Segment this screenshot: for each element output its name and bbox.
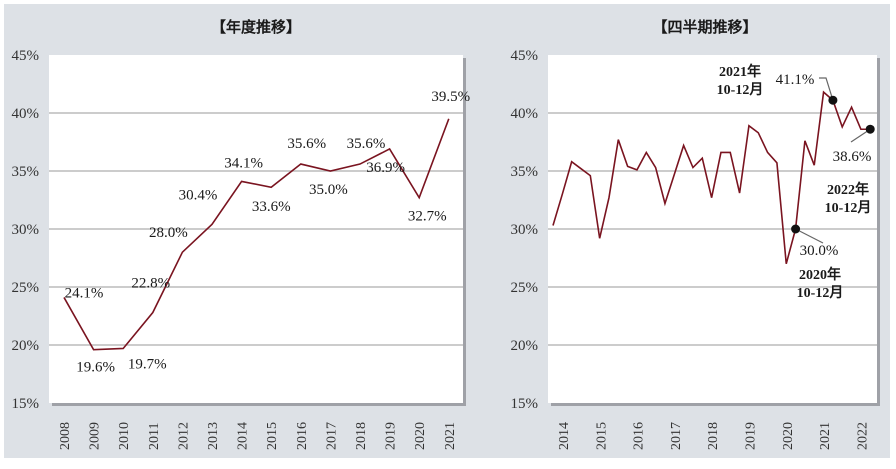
x-tick-label: 2008 <box>58 422 73 450</box>
x-tick-label: 2017 <box>324 422 339 450</box>
x-tick-label: 2021 <box>818 422 833 450</box>
data-label: 35.6% <box>347 136 386 152</box>
annotation-2022-year: 2022年 <box>827 181 869 198</box>
data-label: 36.9% <box>366 160 405 176</box>
y-tick-label: 30% <box>12 222 40 238</box>
y-tick-label: 40% <box>511 106 539 122</box>
highlight-dot <box>791 224 801 234</box>
x-tick-label: 2019 <box>384 422 399 450</box>
y-tick-label: 15% <box>511 396 539 412</box>
data-label: 30.4% <box>179 187 218 203</box>
x-tick-label: 2015 <box>265 422 280 450</box>
y-tick-label: 45% <box>511 48 539 64</box>
x-tick-label: 2009 <box>88 422 103 450</box>
x-tick-label: 2022 <box>855 422 870 450</box>
x-tick-label: 2010 <box>117 422 132 450</box>
x-tick-label: 2011 <box>147 423 162 450</box>
annotation-2022-value: 38.6% <box>833 149 872 165</box>
x-tick-label: 2020 <box>781 422 796 450</box>
y-tick-label: 25% <box>12 280 40 296</box>
data-label: 19.7% <box>128 356 167 372</box>
x-tick-label: 2017 <box>669 422 684 450</box>
annotation-2021-value: 41.1% <box>776 72 815 88</box>
data-label: 19.6% <box>76 360 115 376</box>
highlight-dot <box>828 95 838 105</box>
quarterly-line <box>552 90 871 265</box>
quarterly-chart: 15% 20% 25% 30% 35% 40% 45% 2014 2015 2016 2017 201… <box>511 48 880 450</box>
x-tick-label: 2020 <box>413 422 428 450</box>
annotation-2020-period: 10-12月 <box>797 285 844 301</box>
data-label: 35.6% <box>287 136 326 152</box>
y-tick-label: 20% <box>511 338 539 354</box>
data-label: 22.8% <box>131 276 170 292</box>
annotation-2020-year: 2020年 <box>799 266 841 283</box>
y-tick-label: 15% <box>12 396 40 412</box>
data-label: 34.1% <box>224 155 263 171</box>
y-tick-label: 30% <box>511 222 539 238</box>
x-tick-label: 2013 <box>206 422 221 450</box>
x-tick-label: 2014 <box>557 422 572 450</box>
y-tick-label: 35% <box>12 164 40 180</box>
y-tick-label: 40% <box>12 106 40 122</box>
data-label: 32.7% <box>408 209 447 225</box>
x-tick-label: 2016 <box>632 422 647 450</box>
quarterly-chart-title: 【四半期推移】 <box>652 18 758 36</box>
y-tick-label: 35% <box>511 164 539 180</box>
x-tick-label: 2016 <box>295 422 310 450</box>
y-tick-label: 20% <box>12 338 40 354</box>
annotation-2021-year: 2021年 <box>719 63 761 80</box>
annotation-2021-period: 10-12月 <box>717 82 764 98</box>
x-tick-label: 2018 <box>354 422 369 450</box>
annual-chart: 15% 20% 25% 30% 35% 40% 45% 2008 2009 2010 2011 201… <box>12 48 471 450</box>
data-label: 33.6% <box>252 199 291 215</box>
annotation-2020-value: 30.0% <box>800 243 839 259</box>
data-label: 28.0% <box>149 225 188 241</box>
x-tick-label: 2019 <box>744 422 759 450</box>
x-tick-label: 2012 <box>176 422 191 450</box>
annual-chart-title: 【年度推移】 <box>210 18 301 36</box>
x-tick-label: 2014 <box>236 422 251 450</box>
x-tick-label: 2015 <box>594 422 609 450</box>
data-label: 35.0% <box>309 182 348 198</box>
highlight-dot <box>865 124 875 134</box>
x-tick-label: 2021 <box>443 422 458 450</box>
y-tick-label: 25% <box>511 280 539 296</box>
y-tick-label: 45% <box>12 48 40 64</box>
annotation-2022-period: 10-12月 <box>825 200 872 216</box>
data-label: 39.5% <box>431 89 470 105</box>
data-label: 24.1% <box>65 285 104 301</box>
annual-line <box>63 118 450 351</box>
x-tick-label: 2018 <box>706 422 721 450</box>
